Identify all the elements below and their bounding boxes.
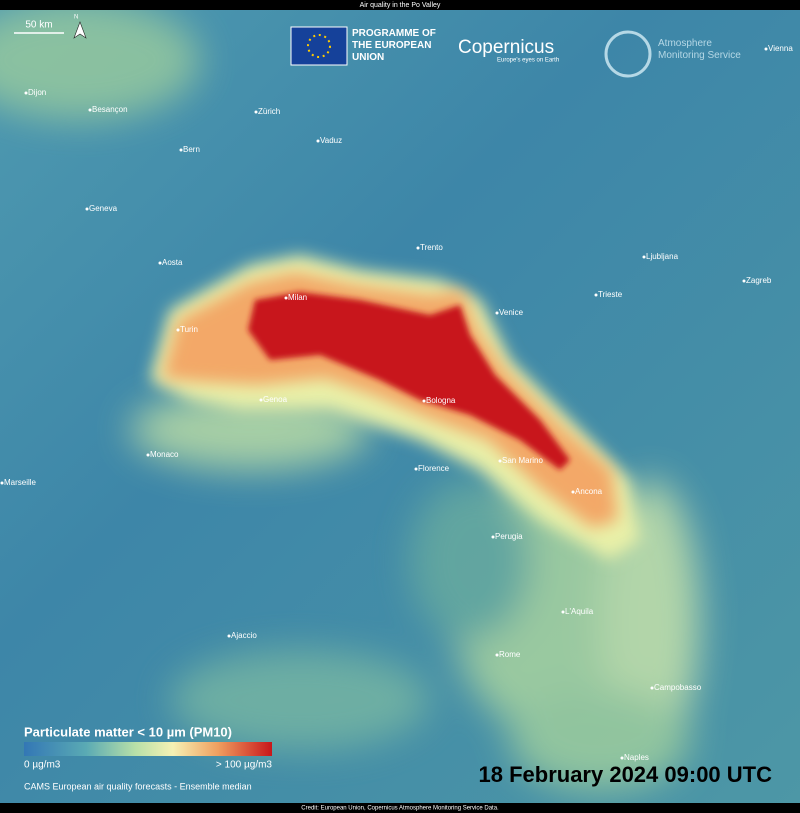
legend-title: Particulate matter < 10 µm (PM10) [24, 724, 232, 739]
city-dot [620, 756, 624, 760]
city-label: Geneva [89, 204, 118, 213]
city-label: Vienna [768, 44, 793, 53]
city-label: Vaduz [320, 136, 342, 145]
city-label: Ancona [575, 487, 603, 496]
city-label: Trento [420, 243, 443, 252]
city-dot [491, 535, 495, 539]
cams-label: Atmosphere Monitoring Service [658, 38, 741, 61]
city-label: Besançon [92, 105, 128, 114]
city-label: Venice [499, 308, 524, 317]
north-arrow [73, 21, 87, 39]
city-dot [259, 398, 263, 402]
copernicus-tagline: Europe's eyes on Earth [497, 58, 559, 64]
city-dot [498, 459, 502, 463]
city-dot [495, 653, 499, 657]
legend-colorbar [24, 742, 272, 756]
date: 18 February 2024 09:00 UTC [479, 762, 773, 787]
eu-flag [290, 26, 348, 66]
city-dot [594, 293, 598, 297]
title: Air quality in the Po Valley [360, 2, 441, 9]
eu-stars [307, 34, 331, 58]
city-dot [764, 47, 768, 51]
city-label: Dijon [28, 88, 46, 97]
city-dot [227, 634, 231, 638]
city-label: Perugia [495, 532, 523, 541]
cams-logo [604, 30, 652, 78]
city-label: Turin [180, 325, 198, 334]
scale-label: 50 km [25, 20, 52, 31]
city-label: Bern [183, 145, 200, 154]
plume-core [248, 292, 570, 470]
city-label: Campobasso [654, 683, 702, 692]
city-dot [414, 467, 418, 471]
title-bar [0, 0, 800, 10]
city-label: Florence [418, 464, 450, 473]
city-label: Zürich [258, 107, 280, 116]
city-dot [742, 279, 746, 283]
city-dot [179, 148, 183, 152]
city-dot [316, 139, 320, 143]
credit: Credit: European Union, Copernicus Atmos… [301, 806, 499, 812]
city-dot [561, 610, 565, 614]
city-dot [176, 328, 180, 332]
city-dot [146, 453, 150, 457]
legend-max: > 100 µg/m3 [216, 760, 273, 771]
credit-bar [0, 803, 800, 813]
city-label: Aosta [162, 258, 183, 267]
city-label: Ljubljana [646, 252, 679, 261]
legend-min: 0 µg/m3 [24, 760, 61, 771]
city-label: Ajaccio [231, 631, 257, 640]
city-dot [571, 490, 575, 494]
city-dot [0, 481, 4, 485]
city-label: Monaco [150, 450, 179, 459]
copernicus-logo: Copernicus [458, 37, 554, 58]
city-label: Zagreb [746, 276, 772, 285]
city-dot [642, 255, 646, 259]
north-label: N [74, 15, 78, 21]
city-dot [650, 686, 654, 690]
cams-label-box: Atmosphere Monitoring Service [658, 38, 741, 61]
city-label: San Marino [502, 456, 543, 465]
eu-label: PROGRAMME OF THE EUROPEAN UNION [352, 28, 436, 62]
city-dot [284, 296, 288, 300]
city-label: Milan [288, 293, 307, 302]
city-dot [85, 207, 89, 211]
city-label: L'Aquila [565, 607, 594, 616]
city-label: Trieste [598, 290, 623, 299]
city-dot [416, 246, 420, 250]
city-dot [254, 110, 258, 114]
city-dot [88, 108, 92, 112]
city-dot [24, 91, 28, 95]
city-dot [422, 399, 426, 403]
city-label: Marseille [4, 478, 37, 487]
cities: Vienna Dijon Besançon Zürich Vaduz Bern Geneva… [0, 44, 793, 762]
city-label: Genoa [263, 395, 288, 404]
city-label: Bologna [426, 396, 456, 405]
city-dot [495, 311, 499, 315]
city-label: Naples [624, 753, 649, 762]
city-dot [158, 261, 162, 265]
eu-label-box: PROGRAMME OF THE EUROPEAN UNION [352, 28, 436, 62]
source: CAMS European air quality forecasts - En… [24, 781, 252, 791]
city-label: Rome [499, 650, 521, 659]
